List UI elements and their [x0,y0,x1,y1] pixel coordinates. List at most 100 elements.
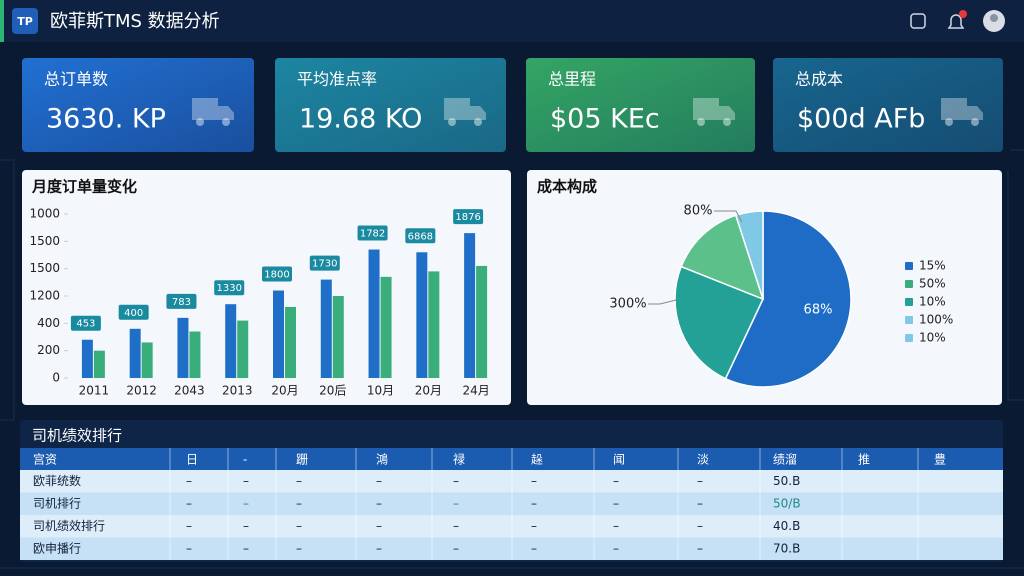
bar [225,304,237,378]
logo-mark: TP [17,15,33,28]
notification-badge [959,10,967,18]
bar [368,249,380,378]
table-cell: 司机排行 [33,497,81,511]
column-header: 宫资 [33,452,57,467]
bar [476,265,488,378]
legend-label: 15% [919,259,946,273]
notification-icon[interactable] [947,14,965,29]
legend-label: 100% [919,313,953,327]
truck-wheel [945,118,953,126]
kpi-card[interactable] [526,58,755,152]
table-cell: – [296,474,302,488]
bar-annotation-bg [309,255,340,271]
kpi-label: 总成本 [795,70,843,89]
table-cell: – [531,519,537,533]
table-cell: – [453,519,459,533]
bar-annotation: 1800 [264,270,289,281]
column-header: 绩溜 [773,452,797,467]
column-header: 禄 [453,452,465,467]
table-cell: – [697,542,703,556]
bar [332,296,344,378]
bar [141,342,153,378]
kpi-label: 平均准点率 [297,70,377,89]
bar-annotation-bg [405,228,436,244]
kpi-label: 总订单数 [44,70,108,89]
x-tick-label: 2043 [174,384,205,398]
column-header: 闻 [613,453,625,467]
bar [189,331,201,378]
table-cell: – [613,497,619,511]
bar-annotation-bg [166,293,197,309]
table-cell: – [376,542,382,556]
top-bar [0,0,1024,42]
column-header: 日 [186,453,198,467]
y-tick-label: 1500 [29,234,60,248]
x-tick-label: 10月 [367,384,394,398]
bar-annotation-bg [214,280,245,296]
legend-swatch [905,334,913,342]
bar [177,317,189,378]
table-cell: – [186,542,192,556]
pie-title: 成本构成 [537,178,597,196]
table-cell: – [697,497,703,511]
table-cell: – [243,497,249,511]
bar [93,350,105,378]
truck-wheel [971,118,979,126]
table-cell: – [531,542,537,556]
bar [416,252,428,378]
bar-title: 月度订单量变化 [31,178,137,196]
bar-annotation: 6868 [408,231,433,242]
table-cell: – [697,519,703,533]
pie-slice [724,210,852,388]
truck-wheel [723,118,731,126]
kpi-card[interactable] [773,58,1003,152]
truck-wheel [222,118,230,126]
bar-annotation: 1730 [312,259,337,270]
legend-label: 10% [919,331,946,345]
table-cell: – [243,542,249,556]
settings-icon[interactable] [910,13,926,29]
leader-line [714,210,743,223]
pie-annotation: 80% [684,204,713,219]
bar [129,328,141,378]
table-cell: 40.B [773,519,800,533]
logo [12,8,38,34]
bar-annotation-bg [70,315,101,331]
y-tick-label: 0 [52,371,60,385]
bar-annotation: 400 [124,308,143,319]
bar-annotation-bg [262,266,292,282]
accent [0,0,4,42]
pie-annotation: 68% [804,303,833,318]
table-cell: – [186,474,192,488]
truck-wheel [474,118,482,126]
y-tick-label: 200 [37,343,60,357]
x-tick-label: 2012 [126,384,157,398]
kpi-card[interactable] [22,58,254,152]
x-tick-label: 2013 [222,384,253,398]
legend-swatch [905,316,913,324]
truck-icon [192,98,234,120]
truck-wheel [448,118,456,126]
column-header: - [243,453,247,467]
column-header: 趓 [531,453,543,467]
table-cell: – [376,497,382,511]
bar [273,290,284,378]
table-cell: – [186,497,192,511]
table-cell: – [296,519,302,533]
kpi-card[interactable] [275,58,506,152]
table-cell: 欧申播行 [33,542,81,556]
x-tick-label: 20月 [415,384,442,398]
bar-annotation: 783 [172,297,191,308]
table-cell: – [376,474,382,488]
app-title: 欧菲斯TMS 数据分析 [50,11,220,32]
table-cell: – [296,497,302,511]
bar-annotation-bg [118,304,149,320]
y-tick-label: 1500 [29,261,60,275]
leader-line [648,299,677,305]
bar-annotation: 1330 [216,283,241,294]
table-cell: – [186,519,192,533]
table-cell: 70.B [773,542,800,556]
kpi-value: 3630. KP [46,104,166,135]
bar [380,276,392,378]
bar-annotation: 453 [76,319,95,330]
